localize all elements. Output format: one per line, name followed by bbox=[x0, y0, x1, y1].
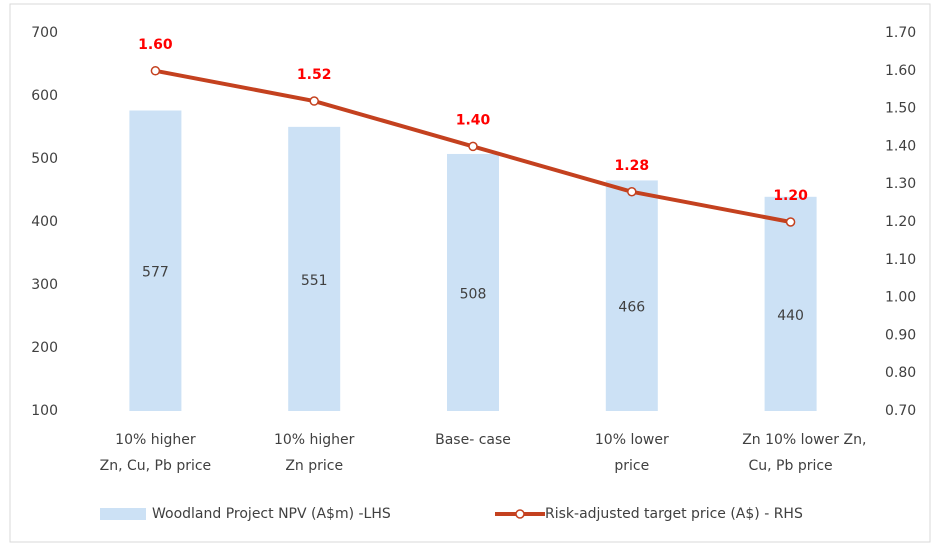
y2-tick-label: 1.10 bbox=[885, 252, 916, 268]
bar-value-label: 440 bbox=[777, 308, 804, 324]
bar bbox=[764, 196, 817, 411]
y-tick-label: 700 bbox=[31, 25, 58, 41]
y2-tick-label: 1.40 bbox=[885, 138, 916, 154]
legend-label: Risk-adjusted target price (A$) - RHS bbox=[545, 506, 803, 522]
y2-tick-label: 0.70 bbox=[885, 403, 916, 419]
bar-value-label: 551 bbox=[301, 273, 328, 289]
x-tick-label: Cu, Pb price bbox=[749, 458, 833, 474]
y2-tick-label: 1.50 bbox=[885, 101, 916, 117]
line-value-label: 1.60 bbox=[138, 37, 173, 53]
x-tick-label: 10% higher bbox=[274, 432, 355, 448]
annotation: Zn, bbox=[844, 432, 867, 448]
legend-label: Woodland Project NPV (A$m) -LHS bbox=[152, 506, 391, 522]
line-marker bbox=[150, 66, 161, 76]
y2-tick-label: 1.00 bbox=[885, 290, 916, 306]
bar-value-label: 466 bbox=[618, 300, 645, 316]
bar-value-label: 508 bbox=[460, 286, 487, 302]
line-marker bbox=[468, 141, 478, 152]
line-value-label: 1.20 bbox=[773, 188, 808, 204]
y-tick-label: 300 bbox=[31, 277, 58, 293]
x-tick-label: Zn, Cu, Pb price bbox=[100, 458, 212, 474]
x-tick-label: Zn 10% lower bbox=[742, 432, 839, 448]
line-marker bbox=[785, 217, 796, 227]
y2-tick-label: 1.60 bbox=[885, 63, 916, 79]
y-tick-label: 600 bbox=[31, 88, 58, 104]
bar bbox=[288, 126, 341, 412]
y2-tick-label: 1.30 bbox=[885, 176, 916, 192]
x-tick-label: price bbox=[614, 458, 649, 474]
y-tick-label: 100 bbox=[31, 403, 58, 419]
y-tick-label: 200 bbox=[31, 340, 58, 356]
x-tick-label: 10% lower bbox=[595, 432, 669, 448]
bar bbox=[447, 153, 499, 411]
line-value-label: 1.52 bbox=[297, 67, 332, 83]
y2-tick-label: 0.80 bbox=[885, 365, 916, 381]
legend-swatch bbox=[100, 508, 146, 520]
y2-tick-label: 0.90 bbox=[885, 327, 916, 343]
line-marker bbox=[627, 187, 637, 197]
legend-marker bbox=[515, 509, 525, 519]
bar bbox=[605, 180, 658, 411]
line-value-label: 1.40 bbox=[456, 112, 491, 128]
y2-tick-label: 1.20 bbox=[885, 214, 916, 230]
y-tick-label: 400 bbox=[31, 214, 58, 230]
bar-value-label: 577 bbox=[142, 265, 169, 281]
y2-tick-label: 1.70 bbox=[885, 25, 916, 41]
x-tick-label: 10% higher bbox=[115, 432, 196, 448]
bar bbox=[129, 110, 182, 412]
x-tick-label: Base- case bbox=[435, 432, 511, 448]
line-marker bbox=[309, 96, 319, 106]
y-tick-label: 500 bbox=[31, 151, 58, 167]
line-value-label: 1.28 bbox=[615, 158, 650, 174]
x-tick-label: Zn price bbox=[285, 458, 343, 474]
